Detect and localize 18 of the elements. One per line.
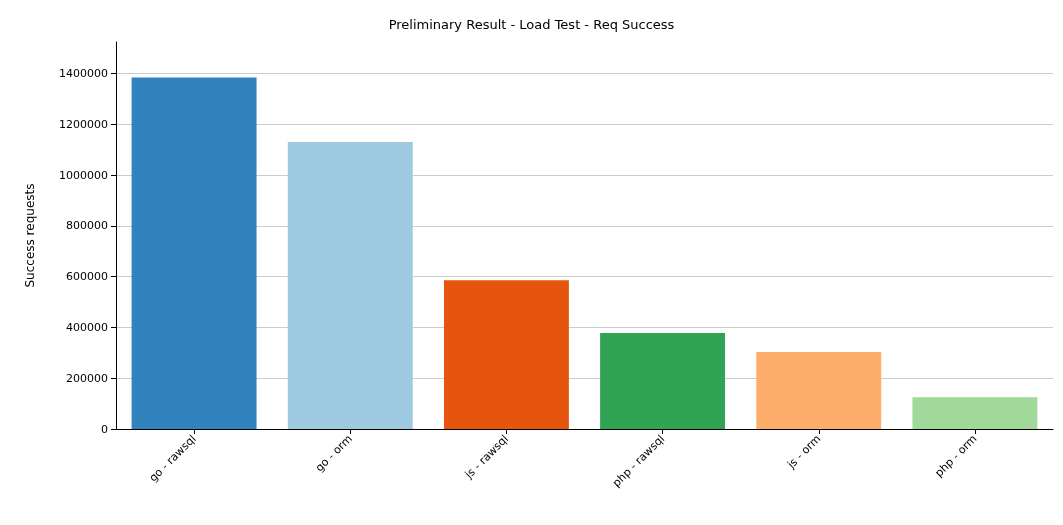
chart-title: Preliminary Result - Load Test - Req Success [388, 17, 675, 32]
bar [600, 333, 726, 429]
bar [131, 77, 257, 429]
y-tick-label: 600000 [66, 270, 108, 284]
bar [443, 280, 569, 429]
y-tick-label: 0 [101, 422, 108, 436]
y-axis-title: Success requests [23, 183, 37, 288]
x-tick-label: js - orm [784, 432, 824, 472]
bar [287, 141, 413, 429]
y-tick-label: 400000 [66, 320, 108, 334]
bar [756, 352, 882, 429]
bar [912, 397, 1038, 429]
y-tick-label: 200000 [66, 371, 108, 385]
y-tick-label: 1000000 [59, 168, 108, 182]
x-tick-label: go - orm [312, 432, 355, 475]
y-tick-label: 800000 [66, 219, 108, 233]
y-tick-label: 1400000 [59, 67, 108, 81]
y-tick-label: 1200000 [59, 117, 108, 131]
